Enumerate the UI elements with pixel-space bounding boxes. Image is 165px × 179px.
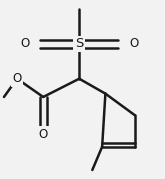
Text: O: O — [20, 37, 29, 50]
Text: O: O — [39, 128, 48, 141]
Text: O: O — [12, 72, 22, 85]
Text: O: O — [129, 37, 138, 50]
Text: S: S — [75, 37, 83, 50]
